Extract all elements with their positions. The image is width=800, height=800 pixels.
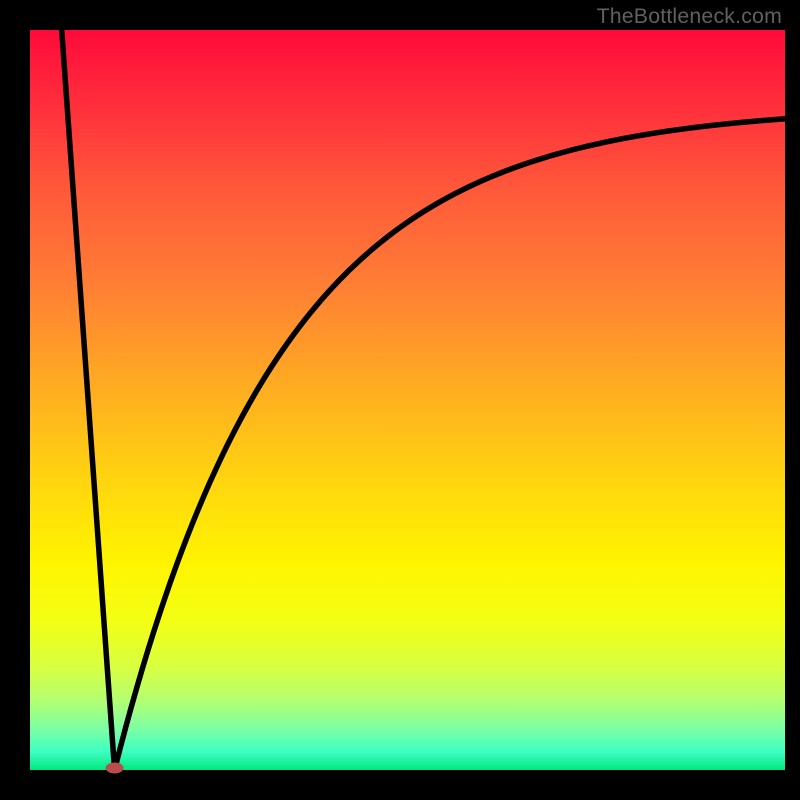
watermark-text: TheBottleneck.com <box>597 4 782 29</box>
chart-svg <box>0 0 800 800</box>
bottleneck-curve <box>62 30 785 770</box>
chart-container: TheBottleneck.com <box>0 0 800 800</box>
minimum-marker <box>106 763 124 774</box>
plot-background <box>30 30 785 770</box>
